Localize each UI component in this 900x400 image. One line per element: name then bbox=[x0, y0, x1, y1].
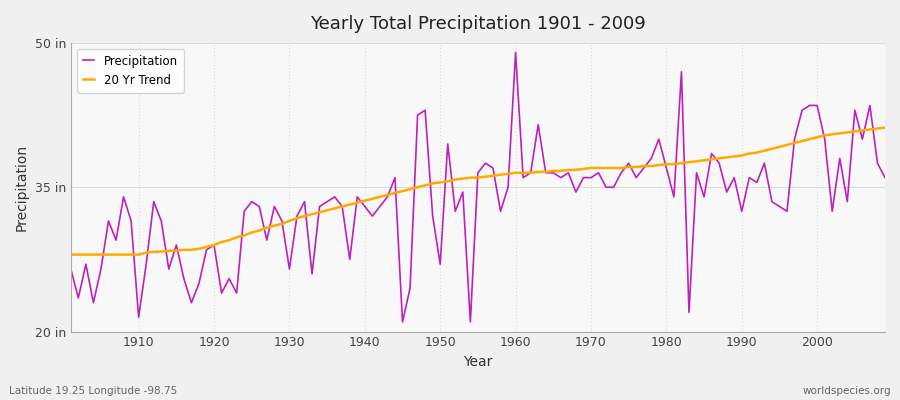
20 Yr Trend bbox=[879, 125, 890, 130]
Legend: Precipitation, 20 Yr Trend: Precipitation, 20 Yr Trend bbox=[76, 49, 184, 92]
Precipitation bbox=[126, 218, 137, 223]
Precipitation bbox=[66, 267, 77, 272]
20 Yr Trend bbox=[66, 252, 77, 257]
Precipitation bbox=[518, 175, 528, 180]
20 Yr Trend bbox=[503, 171, 514, 176]
Precipitation bbox=[337, 204, 347, 209]
Text: Latitude 19.25 Longitude -98.75: Latitude 19.25 Longitude -98.75 bbox=[9, 386, 177, 396]
Precipitation bbox=[879, 175, 890, 180]
20 Yr Trend bbox=[600, 166, 611, 170]
Precipitation bbox=[616, 170, 626, 175]
20 Yr Trend bbox=[337, 204, 347, 209]
20 Yr Trend bbox=[510, 170, 521, 175]
Precipitation bbox=[526, 170, 536, 175]
Line: Precipitation: Precipitation bbox=[71, 52, 885, 322]
20 Yr Trend bbox=[292, 216, 302, 220]
Line: 20 Yr Trend: 20 Yr Trend bbox=[71, 128, 885, 254]
Precipitation bbox=[397, 320, 408, 324]
Text: worldspecies.org: worldspecies.org bbox=[803, 386, 891, 396]
X-axis label: Year: Year bbox=[464, 355, 492, 369]
Precipitation bbox=[292, 214, 302, 218]
Title: Yearly Total Precipitation 1901 - 2009: Yearly Total Precipitation 1901 - 2009 bbox=[310, 15, 646, 33]
Y-axis label: Precipitation: Precipitation bbox=[15, 144, 29, 231]
Precipitation bbox=[510, 50, 521, 55]
20 Yr Trend bbox=[126, 252, 137, 257]
